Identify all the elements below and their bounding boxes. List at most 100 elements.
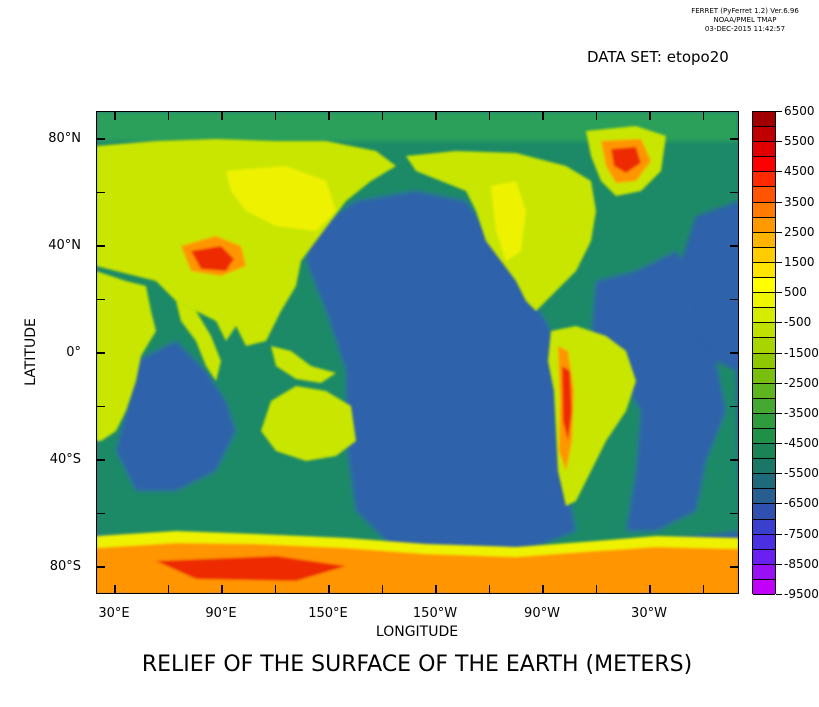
y-axis-tick — [730, 566, 739, 568]
colorbar-tick — [776, 594, 782, 595]
y-axis-tick — [96, 298, 105, 300]
pacific-basin — [306, 191, 576, 556]
colorbar-tick — [776, 322, 782, 324]
map-frame — [96, 111, 739, 594]
land-arabia-india — [176, 301, 221, 381]
x-tick-label-90w: 90°W — [524, 606, 560, 621]
land-australia — [261, 386, 356, 461]
relief-map — [96, 111, 739, 594]
colorbar-cell — [753, 383, 775, 399]
y-axis-tick — [96, 352, 105, 354]
colorbar-tick — [776, 473, 782, 475]
y-axis-tick — [730, 405, 739, 407]
y-tick-label-40s: 40°S — [49, 452, 81, 467]
colorbar-label: -4500 — [784, 436, 819, 451]
colorbar-tick — [776, 382, 782, 384]
y-axis-label: LATITUDE — [23, 318, 39, 386]
upland-siberia — [226, 166, 336, 231]
y-axis-tick — [730, 352, 739, 354]
colorbar-label: 2500 — [784, 224, 815, 239]
x-axis-tick — [328, 111, 330, 120]
y-axis-tick — [730, 512, 739, 514]
colorbar — [752, 111, 776, 595]
colorbar-cell — [753, 549, 775, 565]
colorbar-label: -9500 — [784, 587, 819, 601]
colorbar-label: 5500 — [784, 134, 815, 149]
x-axis-tick — [167, 111, 169, 120]
colorbar-cell — [753, 127, 775, 143]
ferret-version-label: FERRET (PyFerret 1.2) Ver.6.96 — [691, 7, 799, 15]
land-antarctica-coast — [96, 531, 739, 557]
x-axis-tick — [381, 585, 383, 594]
x-tick-label-30e: 30°E — [98, 606, 130, 621]
colorbar-cell — [753, 353, 775, 369]
colorbar-cell — [753, 278, 775, 294]
colorbar-tick — [776, 292, 782, 294]
colorbar-cell — [753, 112, 775, 128]
x-axis-tick — [595, 111, 597, 120]
x-tick-label-150w: 150°W — [412, 606, 458, 621]
x-axis-tick — [488, 111, 490, 120]
land-southeast-asia — [271, 346, 336, 383]
colorbar-cell — [753, 157, 775, 173]
y-tick-label-80s: 80°S — [49, 559, 81, 574]
colorbar-cell — [753, 519, 775, 535]
colorbar-cell — [753, 172, 775, 188]
colorbar-label: -7500 — [784, 526, 819, 541]
colorbar-tick — [776, 261, 782, 263]
x-axis-tick — [167, 585, 169, 594]
colorbar-tick — [776, 412, 782, 414]
land-africa — [96, 271, 156, 441]
colorbar-cell — [753, 187, 775, 203]
y-axis-tick — [730, 298, 739, 300]
atlantic-basin — [591, 251, 726, 531]
x-axis-tick — [381, 111, 383, 120]
y-axis-tick — [96, 138, 105, 140]
x-axis-tick — [702, 585, 704, 594]
colorbar-tick — [776, 533, 782, 535]
x-axis-tick — [649, 111, 651, 120]
colorbar-tick — [776, 231, 782, 233]
x-tick-label-90e: 90°E — [205, 606, 237, 621]
x-axis-tick — [274, 111, 276, 120]
colorbar-cell — [753, 428, 775, 445]
y-axis-tick — [96, 405, 105, 407]
colorbar-tick — [776, 141, 782, 143]
colorbar-cell — [753, 504, 775, 520]
colorbar-label: 6500 — [784, 104, 815, 118]
x-axis-tick — [542, 111, 544, 120]
colorbar-cell — [753, 413, 775, 429]
x-axis-label: LONGITUDE — [375, 624, 459, 640]
x-axis-tick — [221, 111, 223, 120]
y-axis-tick — [96, 459, 105, 461]
colorbar-tick — [776, 201, 782, 203]
colorbar-tick — [776, 443, 782, 445]
x-axis-tick — [114, 585, 116, 594]
y-tick-label-80n: 80°N — [48, 131, 81, 146]
y-axis-tick — [96, 566, 105, 568]
x-axis-tick — [328, 585, 330, 594]
colorbar-cell — [753, 398, 775, 414]
colorbar-cell — [753, 247, 775, 263]
y-tick-label-0: 0° — [66, 345, 81, 360]
colorbar-label: -500 — [784, 315, 812, 330]
y-axis-tick — [730, 138, 739, 140]
x-axis-tick — [435, 111, 437, 120]
colorbar-tick — [776, 352, 782, 354]
colorbar-cell — [753, 489, 775, 505]
y-axis-tick — [730, 245, 739, 247]
colorbar-cell — [753, 232, 775, 248]
colorbar-label: -3500 — [784, 405, 819, 420]
y-axis-tick — [96, 245, 105, 247]
colorbar-cell — [753, 308, 775, 324]
y-axis-tick — [96, 191, 105, 193]
ferret-date-label: 03-DEC-2015 11:42:57 — [704, 25, 786, 33]
colorbar-tick — [776, 503, 782, 505]
upland-rockies — [491, 181, 526, 261]
colorbar-cell — [753, 323, 775, 339]
colorbar-label: 4500 — [784, 164, 815, 179]
colorbar-label: -5500 — [784, 466, 819, 481]
indian-basin — [116, 341, 236, 491]
y-tick-label-40n: 40°N — [48, 238, 81, 253]
colorbar-cell — [753, 534, 775, 550]
